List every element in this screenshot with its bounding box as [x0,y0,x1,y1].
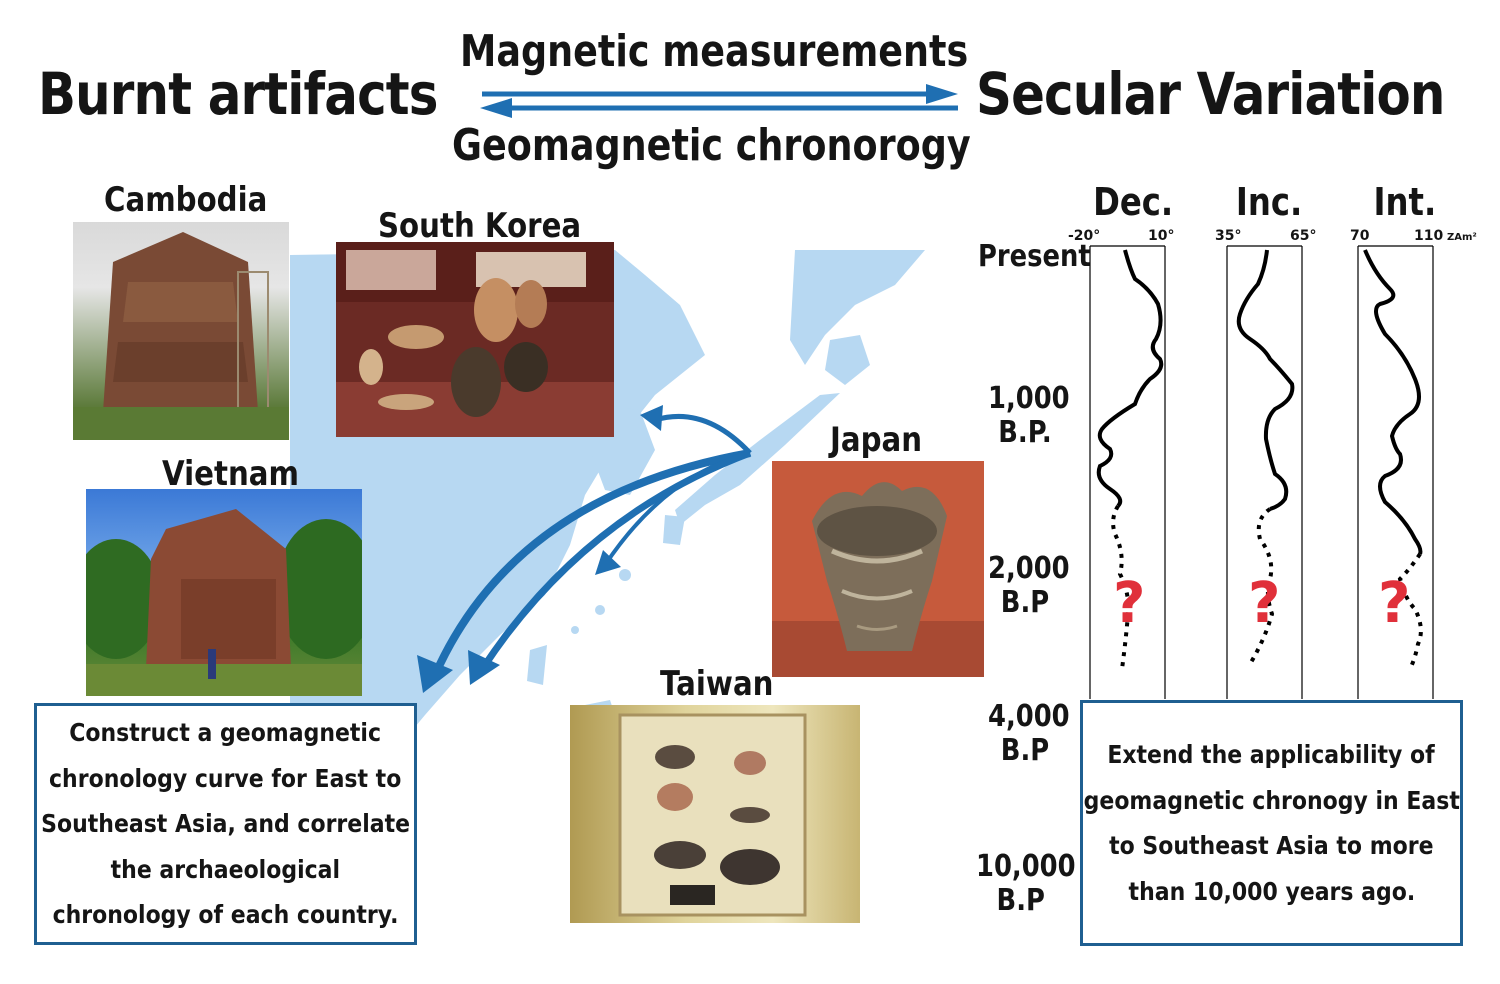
inc-tick-min: 35° [1215,228,1242,244]
country-label-vietnam: Vietnam [162,454,299,494]
panel-title-declination: Dec. [1093,180,1174,224]
right-box-line: Extend the applicability of [1107,740,1436,769]
age-label-1000: 1,000 B.P. [988,381,1070,450]
panel-title-inclination: Inc. [1235,180,1303,224]
extend-applicability-box: Extend the applicability of geomagnetic … [1080,700,1463,946]
int-unit-label: ZAm² [1447,232,1477,243]
geomagnetic-chronology-label: Geomagnetic chronorogy [452,120,971,171]
hokkaido-shape [825,335,870,385]
arrowhead-korea [640,405,663,431]
island-dot [619,569,631,581]
age-line: B.P [1000,585,1050,620]
age-label-present: Present [978,240,1091,274]
int-unknown-mark: ? [1378,571,1411,636]
left-box-line: Southeast Asia, and correlate [41,809,410,839]
int-tick-max: 110 [1414,228,1444,244]
dec-tick-min: -20° [1068,228,1101,244]
inc-curve-dashed [1248,507,1275,666]
kyushu-shape [663,515,685,545]
age-line: 2,000 [988,551,1070,586]
age-line: 10,000 [976,849,1076,884]
age-line: B.P [1000,733,1050,768]
age-line: B.P. [998,415,1052,450]
bidirectional-arrows [480,84,958,118]
age-line: Present [978,239,1091,274]
right-box-line: geomagnetic chronogy in East [1083,785,1460,815]
taiwan-museum-photo [570,705,860,923]
right-box-line: to Southeast Asia to more [1109,831,1434,860]
arrowhead-china [595,550,621,575]
inc-unknown-mark: ? [1248,571,1281,636]
age-label-2000: 2,000 B.P [988,551,1070,620]
age-line: 4,000 [988,699,1070,734]
left-box-line: the archaeological [110,854,341,884]
int-curve-dashed [1397,552,1423,670]
int-tick-min: 70 [1350,228,1370,244]
construct-chronology-box: Construct a geomagnetic chronology curve… [34,703,417,945]
inc-curve-solid [1236,249,1295,511]
japan-pottery-photo [772,461,984,677]
age-line: B.P [996,883,1045,918]
left-box-line: chronology of each country. [52,900,399,930]
map-arrows [431,414,752,677]
left-arrowhead [480,98,512,118]
dec-tick-max: 10° [1148,228,1175,244]
dec-unknown-mark: ? [1113,571,1146,636]
cambodia-temple-photo [73,222,289,440]
age-label-4000: 4,000 B.P [988,699,1070,768]
panel-title-intensity: Int. [1373,180,1437,224]
right-arrowhead [926,84,958,104]
honshu-shape [675,393,840,525]
right-box-line: than 10,000 years ago. [1128,876,1415,906]
arrowhead-cambodia [468,650,500,685]
taiwan-display-case-drawing [618,713,807,917]
country-label-japan: Japan [830,420,923,460]
burnt-artifacts-title: Burnt artifacts [38,60,438,128]
dec-curve-dashed [1111,504,1131,670]
left-box-line: Construct a geomagnetic [69,718,382,748]
country-label-south-korea: South Korea [378,206,582,246]
country-label-cambodia: Cambodia [104,180,268,220]
secular-variation-curves [1089,245,1434,699]
south-korea-museum-photo [336,242,614,437]
int-curve-solid [1363,249,1423,555]
taiwan-island-shape [527,645,547,685]
island-dot [595,605,605,615]
vietnam-temple-drawing [86,509,362,696]
far-east-coast-shape [790,250,925,365]
left-box-line: chronology curve for East to [49,763,402,793]
vietnam-temple-photo [86,489,362,696]
secular-variation-title: Secular Variation [976,60,1445,128]
dec-curve-solid [1096,249,1164,508]
magnetic-measurements-label: Magnetic measurements [460,26,969,77]
south-korea-pottery-drawing [336,242,614,437]
island-dot [571,626,579,634]
cambodia-temple-drawing [73,232,289,440]
arrowhead-vietnam [417,655,453,693]
age-label-10000: 10,000 B.P [976,849,1076,918]
japan-jomon-pottery-drawing [772,482,984,677]
country-label-taiwan: Taiwan [660,664,774,704]
arrow-to-korea [654,414,752,455]
age-line: 1,000 [988,381,1070,416]
arrow-to-vietnam [431,449,751,677]
inc-tick-max: 65° [1290,228,1317,244]
arrow-to-cambodia [482,449,752,667]
